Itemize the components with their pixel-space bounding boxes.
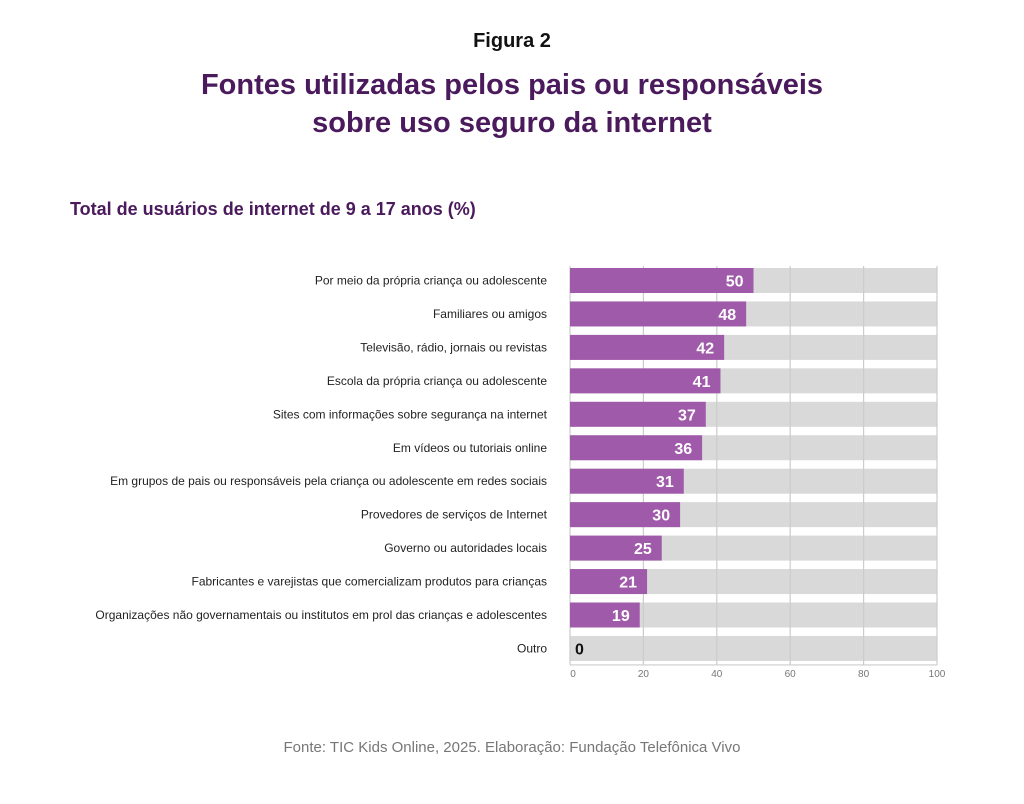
data-label: 37 — [678, 407, 696, 424]
category-label: Escola da própria criança ou adolescente — [327, 374, 547, 388]
x-tick-label: 0 — [570, 669, 576, 680]
figure-label: Figura 2 — [473, 30, 551, 52]
category-label: Em grupos de pais ou responsáveis pela c… — [110, 474, 547, 488]
bar — [570, 334, 725, 360]
category-label: Fabricantes e varejistas que comercializ… — [192, 575, 548, 589]
category-label: Sites com informações sobre segurança na… — [273, 407, 548, 421]
x-tick-label: 20 — [638, 669, 650, 680]
data-label: 42 — [696, 340, 714, 357]
category-labels: Por meio da própria criança ou adolescen… — [95, 274, 547, 656]
bar — [570, 468, 684, 494]
x-tick-label: 100 — [929, 669, 946, 680]
data-label: 41 — [693, 374, 711, 391]
bar — [570, 368, 721, 394]
data-label: 25 — [634, 541, 652, 558]
bar-tracks — [570, 268, 937, 661]
category-label: Provedores de serviços de Internet — [361, 508, 548, 522]
gridlines — [569, 266, 938, 666]
bar — [570, 602, 640, 628]
bar — [570, 401, 706, 427]
data-label: 31 — [656, 474, 674, 491]
category-label: Outro — [517, 641, 547, 655]
chart-title-line-1: Fontes utilizadas pelos pais ou responsá… — [200, 69, 824, 101]
data-label: 21 — [619, 575, 637, 592]
chart-subtitle: Total de usuários de internet de 9 a 17 … — [70, 199, 476, 219]
bar — [570, 535, 662, 561]
bar — [570, 301, 747, 327]
chart-title: Fontes utilizadas pelos pais ou responsá… — [0, 66, 1024, 142]
x-tick-label: 40 — [711, 669, 723, 680]
bar — [570, 569, 648, 595]
source-note: Fonte: TIC Kids Online, 2025. Elaboração… — [283, 739, 741, 756]
bars — [570, 268, 754, 628]
bar — [570, 268, 754, 293]
data-label: 0 — [575, 641, 584, 658]
data-label: 50 — [726, 274, 744, 291]
data-label: 36 — [674, 441, 692, 458]
category-label: Televisão, rádio, jornais ou revistas — [360, 340, 547, 354]
x-axis-ticks: 0 20 40 60 80 100 — [570, 669, 946, 680]
data-label: 19 — [612, 608, 630, 625]
category-label: Organizações não governamentais ou insti… — [95, 608, 547, 622]
bar — [570, 502, 681, 528]
x-tick-label: 60 — [785, 669, 797, 680]
x-tick-label: 80 — [858, 669, 870, 680]
bar-track — [570, 635, 937, 661]
bar — [570, 435, 703, 461]
data-label: 48 — [718, 307, 736, 324]
chart-title-line-2: sobre uso seguro da internet — [312, 107, 712, 139]
category-label: Governo ou autoridades locais — [384, 541, 547, 555]
category-label: Em vídeos ou tutoriais online — [393, 441, 547, 455]
data-label: 30 — [652, 508, 670, 525]
category-label: Por meio da própria criança ou adolescen… — [315, 274, 547, 288]
category-label: Familiares ou amigos — [433, 307, 547, 321]
